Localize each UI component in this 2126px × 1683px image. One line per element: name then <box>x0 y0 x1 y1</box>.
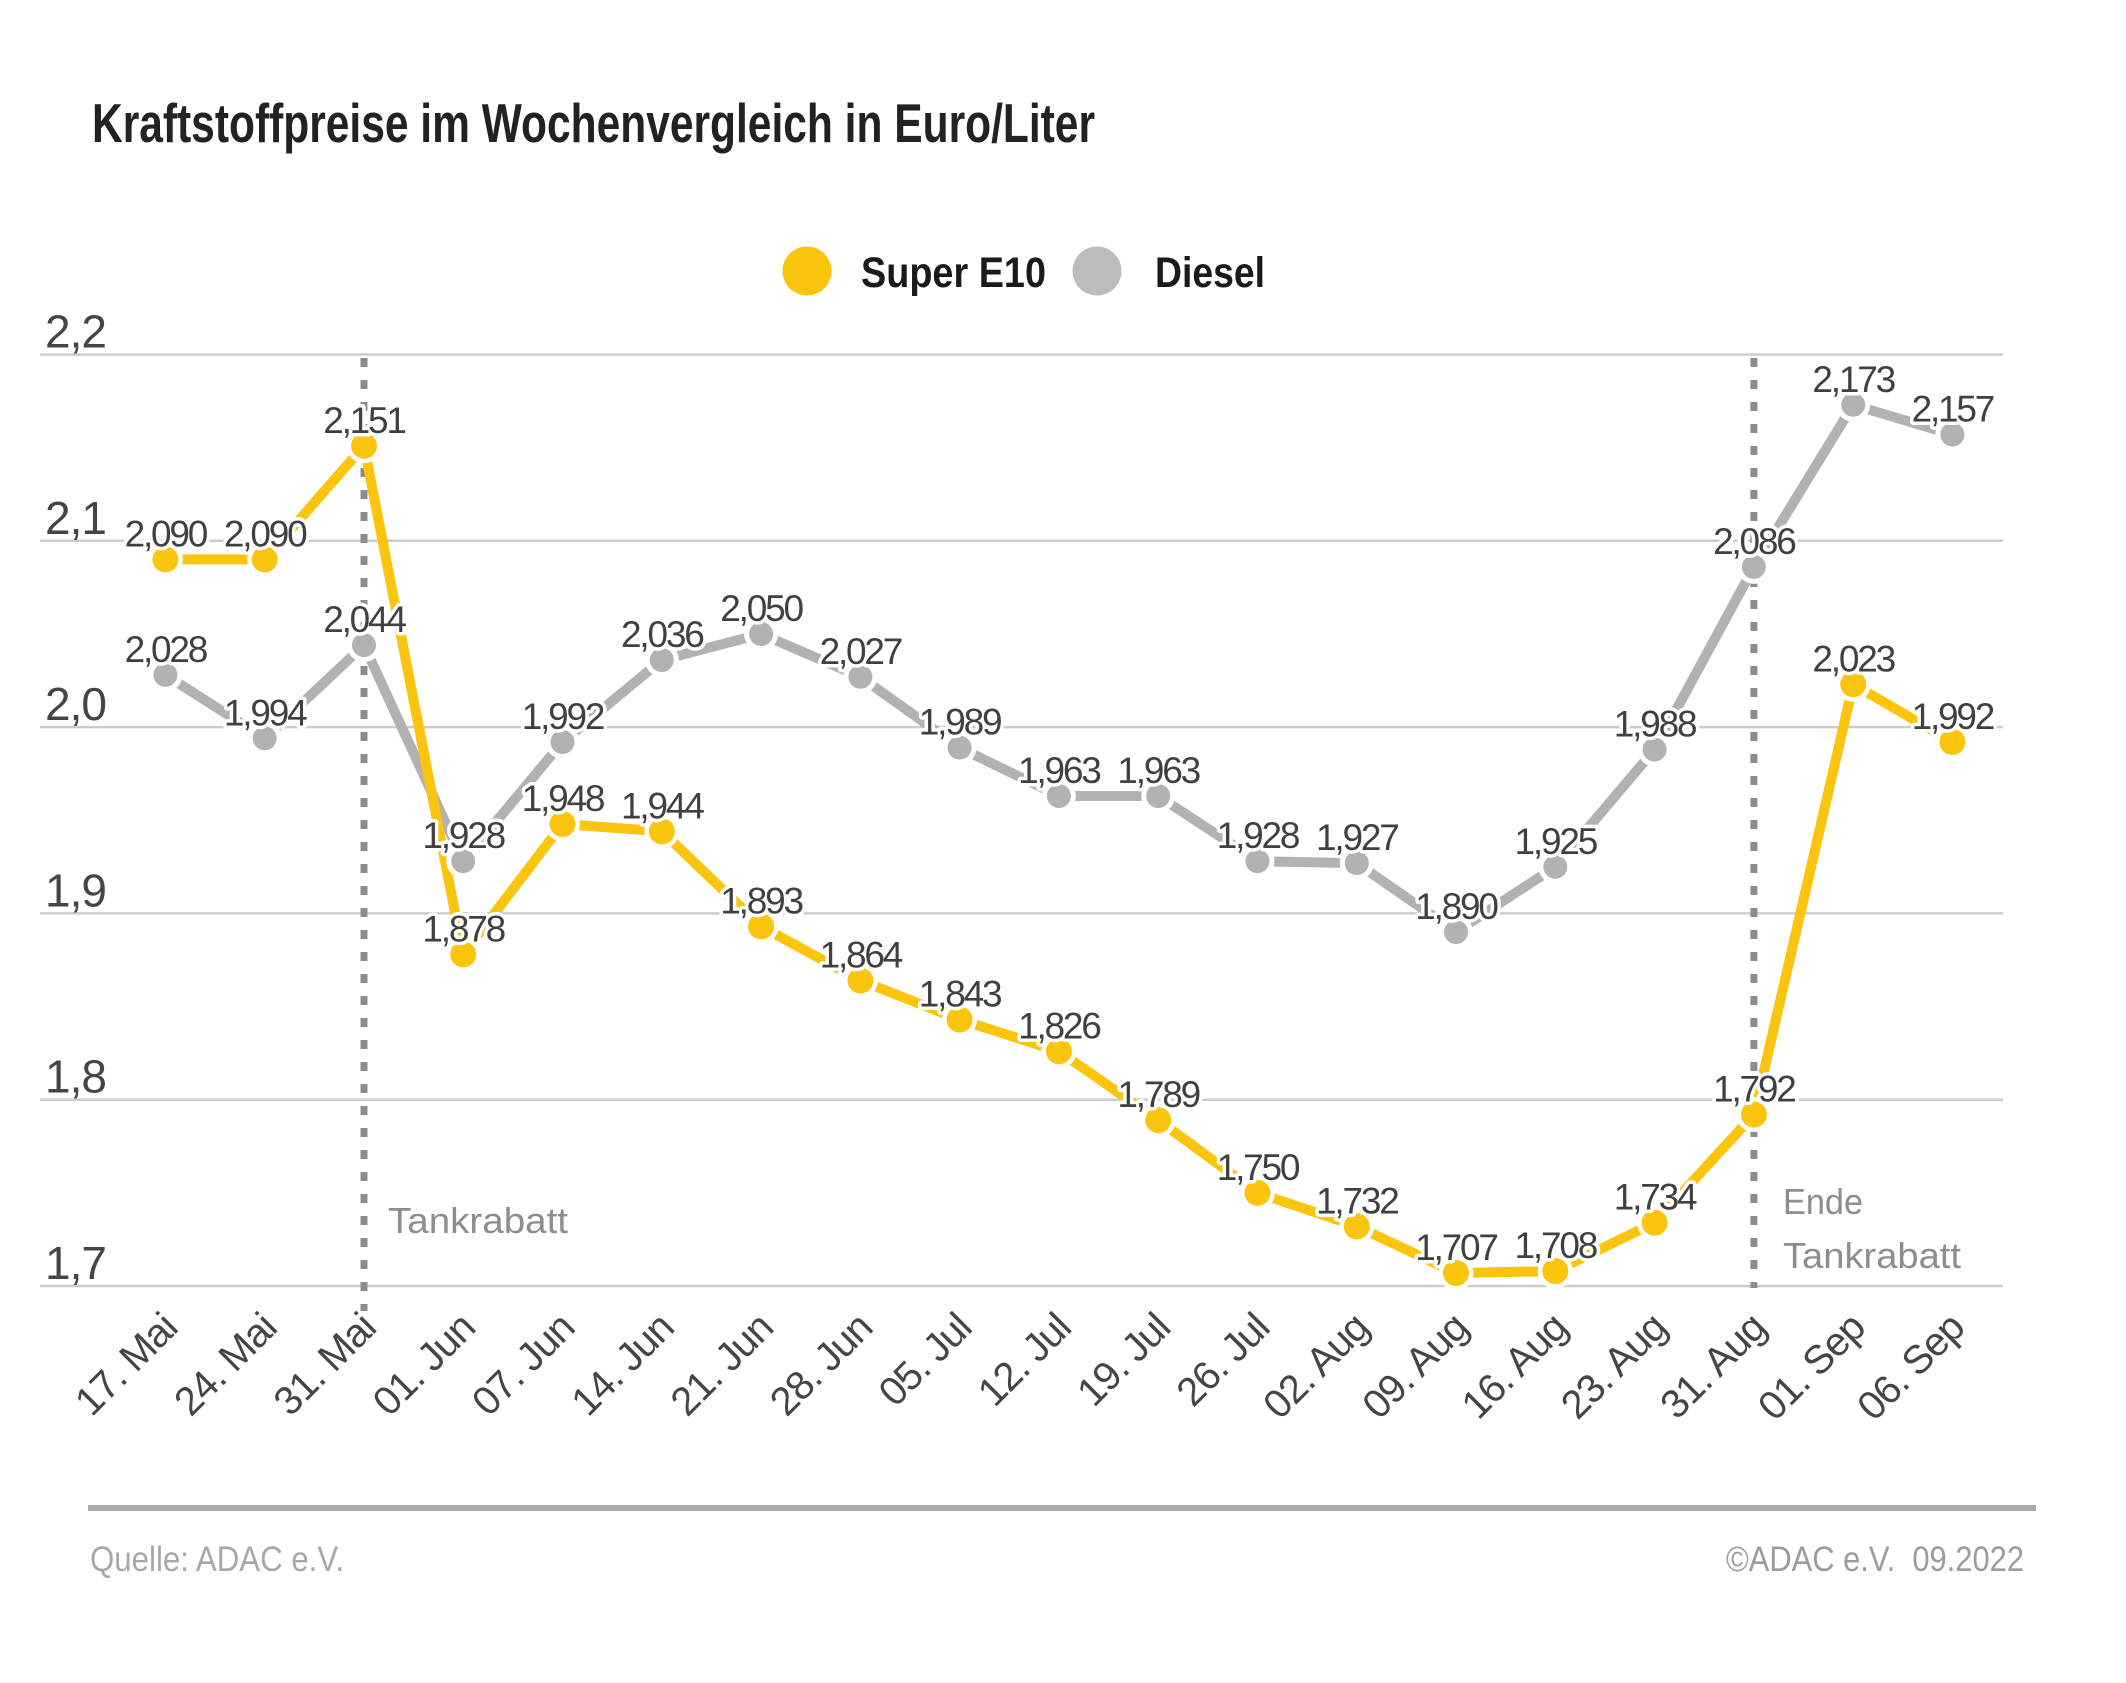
svg-text:1,927: 1,927 <box>1316 817 1398 858</box>
svg-text:1,7: 1,7 <box>45 1237 106 1289</box>
svg-text:1,992: 1,992 <box>1912 696 1994 737</box>
svg-text:1,963: 1,963 <box>1117 750 1199 791</box>
svg-text:2,1: 2,1 <box>45 492 106 544</box>
svg-text:1,9: 1,9 <box>45 864 106 916</box>
svg-text:1,707: 1,707 <box>1415 1227 1497 1268</box>
svg-text:Kraftstoffpreise im Wochenverg: Kraftstoffpreise im Wochenvergleich in E… <box>92 92 1095 154</box>
svg-text:Super E10: Super E10 <box>861 249 1046 297</box>
svg-text:1,988: 1,988 <box>1614 704 1696 745</box>
svg-text:1,989: 1,989 <box>919 702 1001 743</box>
svg-text:1,893: 1,893 <box>720 880 802 921</box>
svg-text:2,090: 2,090 <box>125 513 208 554</box>
svg-text:Diesel: Diesel <box>1155 249 1265 297</box>
svg-text:2,044: 2,044 <box>323 599 406 640</box>
svg-text:1,925: 1,925 <box>1515 821 1598 862</box>
svg-text:2,050: 2,050 <box>720 588 803 629</box>
svg-text:1,963: 1,963 <box>1018 750 1100 791</box>
svg-text:Tankrabatt: Tankrabatt <box>1783 1235 1961 1276</box>
svg-text:1,789: 1,789 <box>1117 1074 1199 1115</box>
svg-text:1,992: 1,992 <box>522 696 604 737</box>
svg-text:1,8: 1,8 <box>45 1051 106 1103</box>
svg-text:1,944: 1,944 <box>621 785 704 826</box>
svg-text:2,0: 2,0 <box>45 678 106 730</box>
svg-text:1,708: 1,708 <box>1515 1225 1597 1266</box>
svg-text:1,890: 1,890 <box>1415 886 1498 927</box>
svg-text:2,173: 2,173 <box>1812 359 1894 400</box>
svg-text:1,928: 1,928 <box>422 815 504 856</box>
svg-text:2,151: 2,151 <box>323 400 405 441</box>
svg-text:1,792: 1,792 <box>1713 1069 1795 1110</box>
svg-text:Ende: Ende <box>1783 1181 1863 1222</box>
svg-text:1,750: 1,750 <box>1217 1147 1300 1188</box>
svg-text:2,027: 2,027 <box>820 631 902 672</box>
svg-text:1,928: 1,928 <box>1217 815 1299 856</box>
svg-text:2,023: 2,023 <box>1812 638 1894 679</box>
svg-text:2,086: 2,086 <box>1713 521 1795 562</box>
svg-text:1,843: 1,843 <box>919 974 1001 1015</box>
svg-text:2,2: 2,2 <box>45 306 106 358</box>
svg-text:1,732: 1,732 <box>1316 1180 1398 1221</box>
svg-text:1,948: 1,948 <box>522 778 604 819</box>
svg-text:Quelle: ADAC e.V.: Quelle: ADAC e.V. <box>90 1540 344 1579</box>
svg-text:1,826: 1,826 <box>1018 1005 1100 1046</box>
svg-text:2,036: 2,036 <box>621 614 703 655</box>
svg-text:1,864: 1,864 <box>820 935 903 976</box>
svg-text:©ADAC e.V. 09.2022: ©ADAC e.V. 09.2022 <box>1726 1540 2024 1579</box>
svg-text:Tankrabatt: Tankrabatt <box>388 1200 568 1241</box>
svg-text:2,157: 2,157 <box>1912 389 1994 430</box>
svg-text:1,734: 1,734 <box>1614 1177 1697 1218</box>
svg-text:2,028: 2,028 <box>125 629 207 670</box>
svg-text:1,878: 1,878 <box>422 908 504 949</box>
svg-text:1,994: 1,994 <box>224 692 307 733</box>
svg-text:2,090: 2,090 <box>224 513 307 554</box>
